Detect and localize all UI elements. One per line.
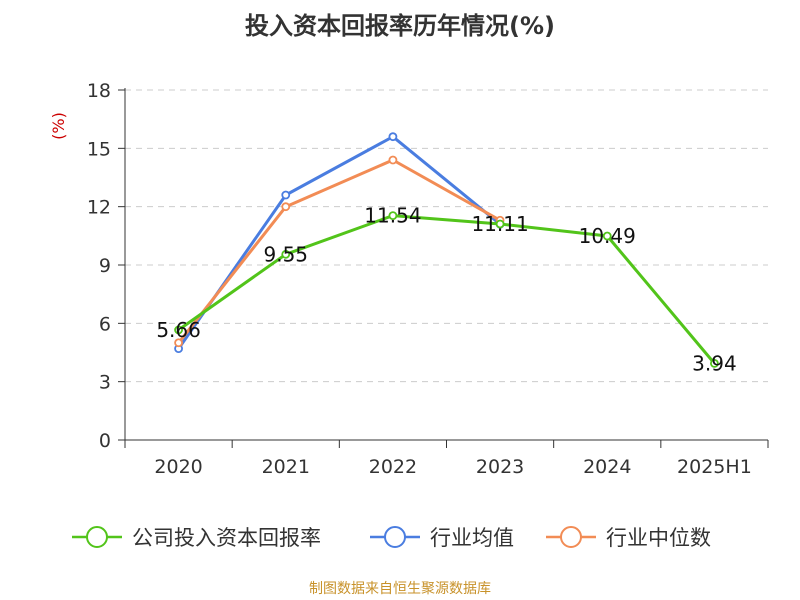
y-tick-label: 3 bbox=[99, 372, 111, 394]
data-point-0[interactable] bbox=[388, 211, 398, 221]
data-point-2[interactable] bbox=[281, 202, 291, 212]
legend-item-0[interactable]: 公司投入资本回报率 bbox=[72, 526, 321, 550]
legend-item-2[interactable]: 行业中位数 bbox=[546, 526, 711, 550]
x-tick-label: 2021 bbox=[262, 456, 310, 478]
data-point-1[interactable] bbox=[281, 190, 291, 200]
series-line-1 bbox=[177, 135, 502, 350]
y-tick-label: 0 bbox=[99, 430, 111, 452]
data-point-0[interactable] bbox=[710, 358, 719, 368]
x-tick-label: 2024 bbox=[583, 456, 631, 478]
x-tick-label: 2022 bbox=[369, 456, 417, 478]
series-lines bbox=[174, 132, 719, 368]
source-note: 制图数据来自恒生聚源数据库 bbox=[309, 581, 491, 597]
legend-label: 行业中位数 bbox=[606, 526, 711, 550]
legend-marker-icon bbox=[560, 526, 582, 548]
x-tick-label: 2020 bbox=[154, 456, 202, 478]
y-tick-label: 6 bbox=[99, 313, 111, 335]
data-point-0[interactable] bbox=[281, 249, 291, 259]
legend-marker-icon bbox=[384, 526, 406, 548]
legend-item-1[interactable]: 行业均值 bbox=[370, 526, 514, 550]
grid-lines bbox=[125, 89, 768, 383]
chart-title: 投入资本回报率历年情况(%) bbox=[245, 12, 555, 40]
x-tick-label: 2023 bbox=[476, 456, 524, 478]
y-tick-label: 9 bbox=[99, 255, 111, 277]
x-tick-label: 2025H1 bbox=[677, 456, 752, 478]
data-label: 11.54 bbox=[364, 204, 421, 228]
y-axis-unit-label: (%) bbox=[49, 112, 68, 140]
series-line-2 bbox=[177, 158, 501, 344]
data-label: 5.66 bbox=[156, 318, 201, 342]
data-point-0[interactable] bbox=[602, 231, 612, 241]
series-line-0 bbox=[177, 214, 716, 365]
data-point-0[interactable] bbox=[495, 219, 505, 229]
data-point-0[interactable] bbox=[174, 325, 183, 335]
legend-label: 行业均值 bbox=[430, 526, 514, 550]
data-point-2[interactable] bbox=[388, 155, 398, 165]
data-label: 3.94 bbox=[692, 351, 737, 375]
y-tick-label: 18 bbox=[87, 80, 111, 102]
data-label: 9.55 bbox=[263, 242, 308, 266]
legend[interactable]: 公司投入资本回报率 行业均值 行业中位数 bbox=[72, 526, 711, 550]
data-labels: 5.66 9.55 11.54 11.11 10.49 3.94 bbox=[156, 204, 736, 376]
legend-label: 公司投入资本回报率 bbox=[132, 526, 321, 550]
legend-marker-icon bbox=[86, 526, 108, 548]
y-tick-label: 12 bbox=[87, 197, 111, 219]
data-point-2[interactable] bbox=[174, 338, 183, 348]
data-label: 10.49 bbox=[579, 224, 636, 248]
data-label: 11.11 bbox=[471, 212, 528, 236]
data-point-1[interactable] bbox=[388, 132, 398, 142]
y-tick-label: 15 bbox=[87, 138, 111, 160]
axes: 0 3 6 9 12 15 18 2020 2021 2022 2023 2024 2025H1 bbox=[87, 80, 769, 478]
